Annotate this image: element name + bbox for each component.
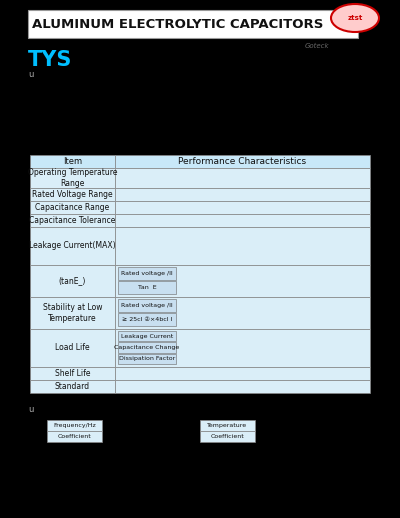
Text: Performance Characteristics: Performance Characteristics <box>178 157 306 166</box>
Bar <box>115 380 370 393</box>
Bar <box>118 354 176 364</box>
Text: Capacitance Tolerance: Capacitance Tolerance <box>29 216 116 225</box>
Text: Dissipation Factor: Dissipation Factor <box>119 356 175 362</box>
Text: Leakage Current: Leakage Current <box>121 334 173 339</box>
Bar <box>115 329 370 367</box>
Bar <box>115 201 370 214</box>
Bar <box>30 168 115 188</box>
Bar <box>115 367 370 380</box>
Text: Leakage Current(MAX): Leakage Current(MAX) <box>29 241 116 251</box>
Bar <box>118 299 176 312</box>
Text: Temperature: Temperature <box>208 423 248 428</box>
Bar <box>30 188 115 201</box>
Text: TYS: TYS <box>28 50 72 70</box>
Text: Rated Voltage Range: Rated Voltage Range <box>32 190 113 199</box>
Bar <box>30 214 115 227</box>
Text: ALUMINUM ELECTROLYTIC CAPACITORS: ALUMINUM ELECTROLYTIC CAPACITORS <box>32 18 323 31</box>
Bar <box>30 201 115 214</box>
Text: Tan  E: Tan E <box>138 285 156 290</box>
Text: Standard: Standard <box>55 382 90 391</box>
Bar <box>115 297 370 329</box>
Bar <box>118 342 176 353</box>
Bar <box>115 188 370 201</box>
Text: (tanE_): (tanE_) <box>59 277 86 285</box>
Bar <box>30 380 115 393</box>
Text: Goteck: Goteck <box>305 43 330 49</box>
Bar <box>115 227 370 265</box>
Bar <box>200 431 255 442</box>
Text: Load Life: Load Life <box>55 343 90 353</box>
Text: Frequency/Hz: Frequency/Hz <box>53 423 96 428</box>
Bar <box>47 420 102 431</box>
Text: Stability at Low
Temperature: Stability at Low Temperature <box>43 303 102 323</box>
Ellipse shape <box>331 4 379 32</box>
Bar <box>115 168 370 188</box>
Text: Rated voltage /ll: Rated voltage /ll <box>121 303 173 308</box>
Bar <box>115 214 370 227</box>
Text: Coefficient: Coefficient <box>211 434 244 439</box>
Bar <box>30 297 115 329</box>
Text: Capacitance Range: Capacitance Range <box>35 203 110 212</box>
Bar <box>30 155 115 168</box>
Bar <box>118 331 176 341</box>
Bar <box>200 420 255 431</box>
Text: ztst: ztst <box>347 15 363 21</box>
Bar <box>115 265 370 297</box>
Bar <box>47 431 102 442</box>
Text: Item: Item <box>63 157 82 166</box>
Bar <box>115 155 370 168</box>
Bar <box>30 265 115 297</box>
Text: u: u <box>28 70 33 79</box>
Text: u: u <box>28 405 33 414</box>
Bar <box>30 329 115 367</box>
Bar <box>28 10 358 38</box>
Bar <box>30 367 115 380</box>
Text: Shelf Life: Shelf Life <box>55 369 90 378</box>
Text: Capacitance Change: Capacitance Change <box>114 345 180 350</box>
Text: Coefficient: Coefficient <box>58 434 91 439</box>
Text: ≥ 25cl ②×4bcl l: ≥ 25cl ②×4bcl l <box>122 317 172 322</box>
Text: Operating Temperature
Range: Operating Temperature Range <box>28 168 117 188</box>
Bar <box>118 313 176 326</box>
Bar <box>118 281 176 294</box>
Text: Rated voltage /ll: Rated voltage /ll <box>121 271 173 276</box>
Bar <box>118 267 176 280</box>
Bar <box>30 227 115 265</box>
